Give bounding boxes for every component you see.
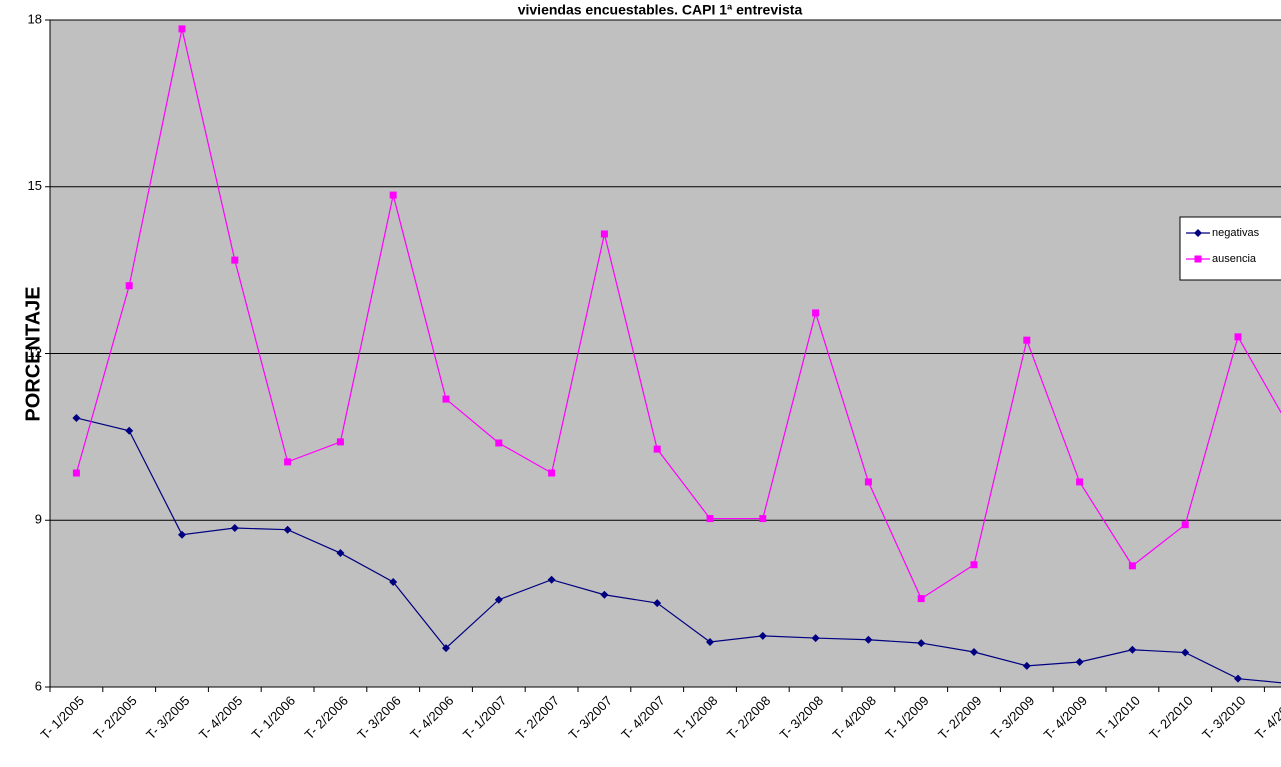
x-tick-label: T- 3/2005 xyxy=(143,693,192,742)
marker xyxy=(1181,648,1190,657)
marker xyxy=(1234,333,1242,341)
x-tick-label: T- 1/2005 xyxy=(37,693,86,742)
marker xyxy=(970,647,978,656)
marker xyxy=(389,191,397,199)
x-tick-label: T- 1/2009 xyxy=(882,693,931,742)
x-tick-label: T- 4/2010 xyxy=(1252,693,1281,742)
x-tick-label: T- 1/2010 xyxy=(1093,693,1142,742)
marker xyxy=(1128,562,1136,570)
y-tick-label: 9 xyxy=(35,512,42,527)
marker xyxy=(1076,478,1084,486)
marker xyxy=(759,515,767,523)
marker xyxy=(1023,336,1031,344)
marker xyxy=(1234,674,1242,683)
legend-marker xyxy=(1194,255,1202,263)
marker xyxy=(864,635,873,644)
legend xyxy=(1179,216,1281,281)
marker xyxy=(600,590,609,599)
legend-label: negativas xyxy=(1212,227,1260,239)
marker xyxy=(125,282,133,290)
line xyxy=(75,28,1281,600)
y-tick-label: 18 xyxy=(28,11,42,26)
x-tick-label: T- 4/2009 xyxy=(1041,693,1090,742)
x-tick-label: T- 1/2006 xyxy=(249,693,298,742)
x-tick-label: T- 4/2006 xyxy=(407,693,456,742)
legend-marker xyxy=(1194,229,1202,237)
x-tick-label: T- 3/2010 xyxy=(1199,693,1248,742)
marker xyxy=(442,395,450,403)
x-tick-label: T- 3/2008 xyxy=(777,693,826,742)
x-tick-label: T- 3/2007 xyxy=(565,693,614,742)
x-tick-label: T- 2/2010 xyxy=(1146,693,1195,742)
marker xyxy=(811,634,820,643)
marker xyxy=(231,256,239,264)
marker xyxy=(864,478,872,486)
marker xyxy=(812,309,820,317)
marker xyxy=(970,561,978,569)
marker xyxy=(1022,661,1031,670)
x-tick-label: T- 3/2009 xyxy=(988,693,1037,742)
marker xyxy=(1181,521,1189,529)
marker xyxy=(706,637,714,646)
marker xyxy=(494,595,503,604)
chart-title: viviendas encuestables. CAPI 1ª entrevis… xyxy=(518,2,803,18)
marker xyxy=(548,469,556,477)
y-tick-label: 15 xyxy=(28,178,42,193)
x-tick-label: T- 2/2007 xyxy=(513,693,562,742)
x-tick-label: T- 1/2008 xyxy=(671,693,720,742)
marker xyxy=(1075,657,1084,666)
marker xyxy=(547,575,556,584)
marker xyxy=(917,639,926,648)
marker xyxy=(284,458,292,466)
marker xyxy=(125,426,134,435)
marker xyxy=(653,599,662,608)
marker xyxy=(653,445,661,453)
y-tick-label: 6 xyxy=(35,678,42,693)
x-tick-label: T- 3/2006 xyxy=(354,693,403,742)
x-tick-label: T- 4/2007 xyxy=(618,693,667,742)
marker xyxy=(178,530,186,539)
y-axis-title: PORCENTAJE xyxy=(22,286,44,421)
marker xyxy=(758,631,767,640)
y-tick-label: 12 xyxy=(28,345,42,360)
marker xyxy=(389,577,398,586)
x-tick-label: T- 2/2008 xyxy=(724,693,773,742)
marker xyxy=(1128,645,1137,654)
legend-label: ausencia xyxy=(1212,253,1257,265)
x-tick-label: T- 2/2009 xyxy=(935,693,984,742)
marker xyxy=(72,469,80,477)
x-tick-label: T- 2/2006 xyxy=(301,693,350,742)
x-tick-label: T- 4/2005 xyxy=(196,693,245,742)
marker xyxy=(600,230,608,238)
line xyxy=(76,417,1281,684)
marker xyxy=(72,413,81,422)
x-tick-label: T- 4/2008 xyxy=(829,693,878,742)
marker xyxy=(283,525,292,534)
marker xyxy=(917,595,925,603)
marker xyxy=(706,515,714,523)
marker xyxy=(495,439,503,447)
marker xyxy=(336,549,345,558)
marker xyxy=(178,25,186,33)
marker xyxy=(336,438,344,446)
marker xyxy=(230,524,239,533)
marker xyxy=(442,644,450,653)
x-tick-label: T- 1/2007 xyxy=(460,693,509,742)
x-tick-label: T- 2/2005 xyxy=(90,693,139,742)
